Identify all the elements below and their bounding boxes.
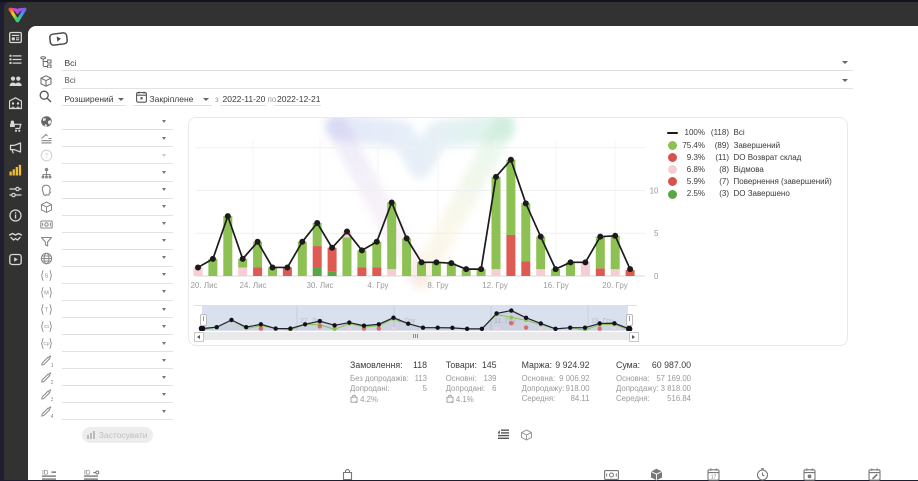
svg-text:17: 17	[711, 474, 717, 480]
svg-text:Cp: Cp	[43, 341, 49, 347]
svg-text:М: М	[44, 290, 49, 296]
svg-text:20. Лис: 20. Лис	[190, 281, 217, 290]
svg-text:ID: ID	[42, 470, 49, 477]
svg-text:20. Гру: 20. Гру	[602, 281, 628, 290]
svg-text:0: 0	[654, 272, 659, 281]
svg-text:4. Гру: 4. Гру	[367, 281, 388, 290]
svg-text:16. Гру: 16. Гру	[543, 281, 569, 290]
svg-text:Ct: Ct	[44, 324, 49, 330]
svg-text:S: S	[45, 273, 49, 279]
svg-text:x: x	[355, 399, 357, 403]
svg-text:3: 3	[51, 397, 53, 401]
svg-text:2: 2	[51, 380, 53, 384]
svg-text:4. Гру: 4. Гру	[397, 318, 416, 325]
svg-text:8. Гру: 8. Гру	[427, 281, 448, 290]
svg-text:12. Гру: 12. Гру	[482, 281, 508, 290]
svg-text:24. Лис: 24. Лис	[239, 281, 266, 290]
svg-text:x: x	[451, 399, 453, 403]
svg-text:11. Гру: 11. Гру	[494, 318, 516, 325]
svg-text:27. Лис: 27. Лис	[300, 318, 324, 325]
svg-text:1: 1	[51, 363, 53, 367]
svg-text:?: ?	[44, 151, 48, 160]
svg-text:ID: ID	[84, 470, 91, 477]
svg-text:Т: Т	[45, 308, 49, 314]
svg-text:4: 4	[51, 414, 53, 418]
svg-text:18. Гру: 18. Гру	[591, 318, 614, 325]
svg-text:5: 5	[654, 229, 659, 238]
svg-text:30. Лис: 30. Лис	[306, 281, 333, 290]
svg-text:10: 10	[650, 186, 659, 195]
